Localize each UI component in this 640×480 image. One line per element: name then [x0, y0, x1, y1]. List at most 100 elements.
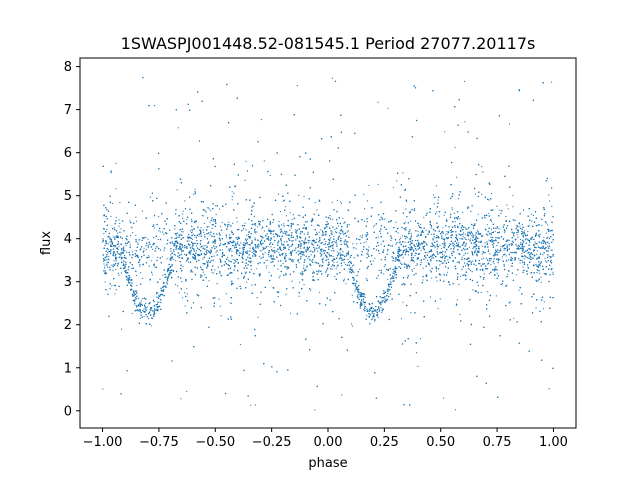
- data-point: [187, 238, 189, 240]
- data-point: [506, 244, 508, 246]
- data-point: [189, 230, 192, 232]
- data-point: [111, 264, 113, 266]
- data-point: [347, 251, 349, 254]
- data-point: [267, 245, 269, 247]
- data-point: [146, 306, 148, 308]
- data-point: [470, 270, 472, 272]
- data-point: [333, 258, 335, 260]
- data-point: [217, 266, 219, 268]
- data-point: [340, 202, 343, 205]
- data-point: [516, 226, 518, 228]
- data-point: [429, 296, 432, 298]
- data-point: [201, 268, 203, 270]
- data-point: [225, 293, 227, 295]
- data-point: [522, 261, 524, 263]
- data-point: [161, 231, 164, 233]
- data-point: [342, 217, 344, 219]
- data-point: [230, 230, 232, 232]
- data-point: [549, 200, 551, 202]
- data-point: [410, 232, 412, 234]
- data-point: [314, 256, 316, 258]
- data-point: [248, 257, 251, 259]
- data-point: [387, 107, 389, 109]
- data-point: [366, 221, 368, 223]
- data-point: [358, 238, 360, 240]
- data-point: [402, 257, 404, 259]
- data-point: [332, 240, 334, 243]
- data-point: [436, 235, 438, 237]
- data-point: [294, 229, 296, 231]
- data-point: [417, 224, 420, 226]
- data-point: [256, 226, 259, 228]
- data-point: [532, 214, 535, 217]
- data-point: [291, 236, 293, 239]
- data-point: [176, 236, 178, 238]
- data-point: [306, 221, 308, 223]
- data-point: [451, 209, 453, 211]
- data-point: [536, 269, 539, 271]
- data-point: [393, 272, 395, 275]
- data-point: [415, 249, 418, 251]
- data-point: [112, 269, 114, 271]
- data-point: [182, 297, 184, 299]
- data-point: [300, 244, 302, 246]
- data-point: [365, 241, 367, 243]
- data-point: [170, 254, 172, 256]
- data-point: [393, 280, 395, 282]
- data-point: [464, 237, 466, 239]
- data-point: [433, 245, 435, 247]
- data-point: [221, 221, 223, 223]
- data-point: [145, 248, 147, 251]
- data-point: [399, 237, 402, 239]
- data-point: [308, 242, 310, 244]
- data-point: [182, 213, 184, 215]
- data-point: [184, 292, 186, 294]
- data-point: [399, 259, 401, 261]
- data-point: [175, 283, 177, 286]
- data-point: [178, 292, 180, 294]
- data-point: [277, 296, 279, 298]
- data-point: [300, 232, 302, 234]
- data-point: [507, 273, 509, 275]
- data-point: [446, 233, 448, 235]
- data-point: [484, 247, 486, 249]
- data-point: [535, 243, 537, 245]
- data-point: [182, 265, 184, 268]
- data-point: [316, 209, 318, 211]
- data-point: [274, 258, 276, 260]
- data-point: [111, 285, 113, 287]
- data-point: [353, 277, 355, 279]
- data-point: [383, 266, 385, 268]
- data-point: [116, 236, 118, 238]
- data-point: [319, 264, 321, 266]
- data-point: [342, 251, 344, 253]
- data-point: [418, 252, 421, 255]
- data-point: [536, 253, 538, 255]
- data-point: [547, 245, 549, 247]
- data-point: [414, 208, 416, 210]
- data-point: [459, 313, 461, 316]
- data-point: [422, 267, 424, 269]
- data-point: [137, 309, 139, 311]
- data-point: [525, 238, 527, 240]
- data-point: [170, 250, 172, 252]
- data-point: [503, 263, 505, 265]
- data-point: [359, 268, 361, 270]
- data-point: [363, 309, 365, 311]
- data-point: [200, 252, 202, 254]
- data-point: [396, 180, 398, 182]
- data-point: [158, 230, 160, 232]
- data-point: [188, 261, 190, 263]
- data-point: [212, 242, 214, 244]
- data-point: [504, 232, 506, 234]
- data-point: [478, 231, 480, 233]
- data-point: [394, 270, 396, 272]
- data-point: [446, 230, 448, 233]
- data-point: [249, 247, 251, 249]
- data-point: [138, 260, 140, 262]
- data-point: [322, 251, 324, 253]
- data-point: [363, 242, 365, 244]
- data-point: [520, 227, 522, 230]
- data-point: [239, 343, 241, 346]
- data-point: [483, 257, 485, 259]
